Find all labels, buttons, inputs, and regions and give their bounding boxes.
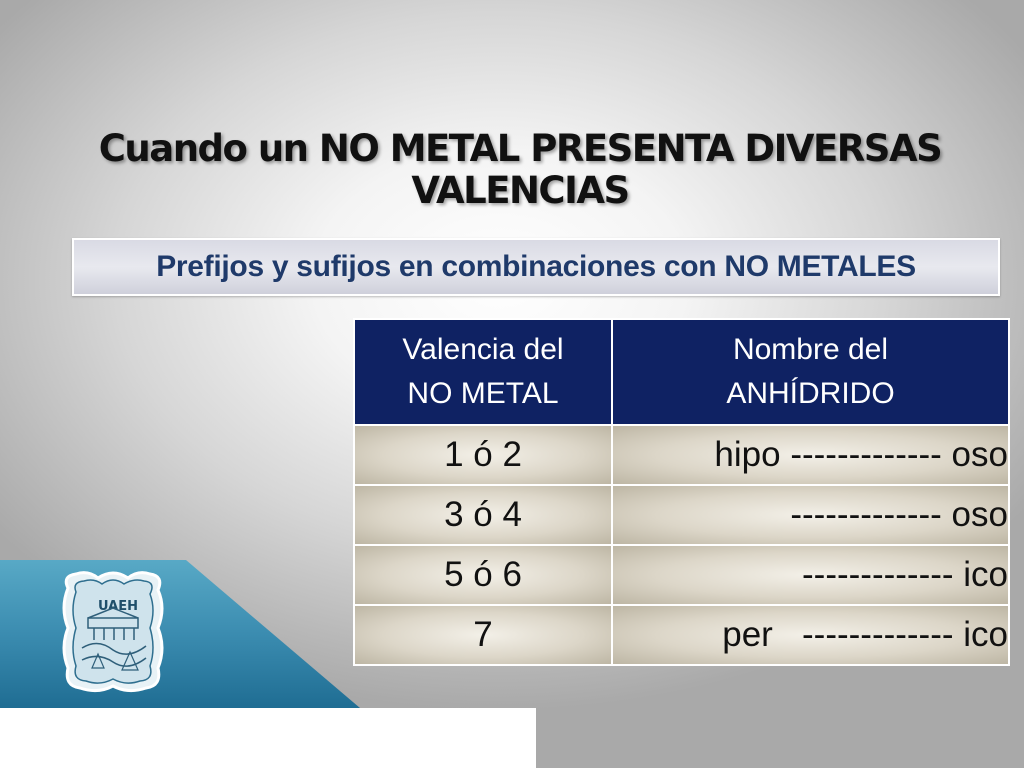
subtitle-text: Prefijos y sufijos en combinaciones con … (156, 250, 916, 283)
table-header-row: Valencia del NO METAL Nombre del ANHÍDRI… (353, 318, 1010, 426)
cell-valencia: 7 (353, 604, 613, 666)
decorative-teal-band (0, 560, 360, 708)
uaeh-shield-logo-icon: UAEH (58, 568, 168, 696)
header-valencia-line2: NO METAL (407, 377, 559, 410)
table-row: 3 ó 4 ------------- oso (353, 484, 1010, 546)
cell-valencia: 1 ó 2 (353, 424, 613, 486)
cell-valencia: 5 ó 6 (353, 544, 613, 606)
table-row: 1 ó 2 hipo ------------- oso (353, 424, 1010, 486)
cell-nombre: ------------- oso (611, 484, 1010, 546)
cell-nombre: hipo ------------- oso (611, 424, 1010, 486)
header-valencia: Valencia del NO METAL (353, 318, 613, 426)
header-nombre-line1: Nombre del (732, 333, 889, 366)
slide-title-line2: VALENCIAS (411, 169, 630, 212)
subtitle-banner: Prefijos y sufijos en combinaciones con … (72, 238, 1000, 296)
slide-title-line1: Cuando un NO METAL PRESENTA DIVERSAS (98, 127, 943, 170)
footer-panel (0, 708, 536, 768)
header-nombre: Nombre del ANHÍDRIDO (611, 318, 1010, 426)
slide-title: Cuando un NO METAL PRESENTA DIVERSAS VAL… (40, 128, 1000, 212)
table-row: 7 per ------------- ico (353, 604, 1010, 666)
header-valencia-line1: Valencia del (402, 333, 564, 366)
header-nombre-line2: ANHÍDRIDO (726, 377, 895, 410)
cell-valencia: 3 ó 4 (353, 484, 613, 546)
cell-nombre: per ------------- ico (611, 604, 1010, 666)
cell-nombre: ------------- ico (611, 544, 1010, 606)
valencias-table: Valencia del NO METAL Nombre del ANHÍDRI… (353, 318, 1010, 666)
table-row: 5 ó 6 ------------- ico (353, 544, 1010, 606)
